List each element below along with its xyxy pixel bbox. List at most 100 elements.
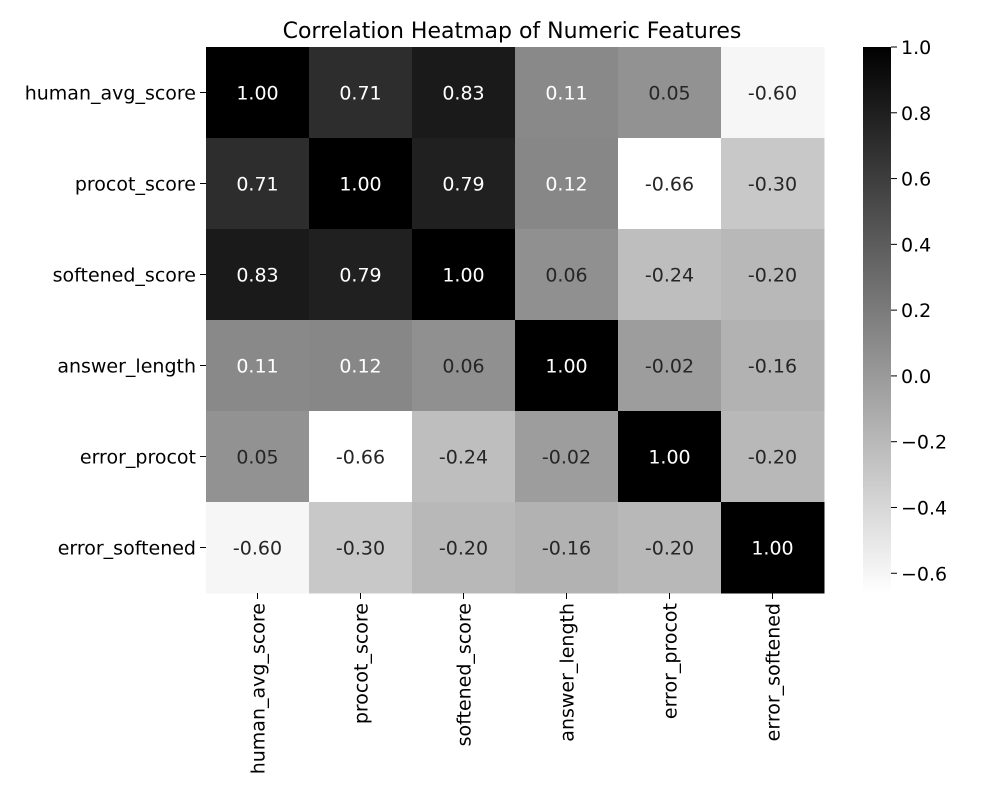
cell-value-label: 0.11 [545,83,587,105]
heatmap-cell [721,138,825,230]
y-tick-label: answer_length [57,356,196,378]
cell-value-label: 0.83 [442,83,484,105]
heatmap-cell [412,47,516,139]
cell-value-label: 0.79 [339,265,381,287]
cell-value-label: 1.00 [442,265,484,287]
cell-value-label: 0.06 [442,356,484,378]
cell-value-label: -0.20 [439,538,488,560]
heatmap-cell [206,411,310,503]
cell-value-label: -0.24 [439,447,488,469]
cell-value-label: 0.12 [545,174,587,196]
cell-value-label: -0.02 [645,356,694,378]
cell-value-label: 0.06 [545,265,587,287]
cell-value-label: -0.02 [542,447,591,469]
cell-value-label: 0.71 [236,174,278,196]
x-tick-label: error_softened [763,603,785,741]
heatmap-cell [206,502,310,594]
heatmap-cell [412,320,516,412]
cell-value-label: 1.00 [751,538,793,560]
heatmap-cell [515,138,619,230]
cell-value-label: 1.00 [648,447,690,469]
x-tick-label: error_procot [660,603,682,719]
cell-value-label: -0.24 [645,265,694,287]
heatmap-cell [309,47,413,139]
cell-value-label: 0.79 [442,174,484,196]
heatmap-cell [721,229,825,321]
heatmap-cell [206,138,310,230]
heatmap-cell [206,229,310,321]
cell-value-label: -0.20 [748,447,797,469]
heatmap-cell [515,47,619,139]
colorbar-tick-label: −0.2 [901,432,947,454]
cell-value-label: -0.30 [748,174,797,196]
x-tick-labels: human_avg_score procot_score softened_scor… [248,593,785,774]
heatmap-cell [721,502,825,594]
heatmap-cell [412,502,516,594]
heatmap-cell [515,320,619,412]
cell-value-label: 1.00 [236,83,278,105]
colorbar-gradient [863,47,891,593]
y-tick-label: human_avg_score [25,83,196,105]
heatmap-cell [206,47,310,139]
x-tick-label: softened_score [454,603,476,746]
cell-value-label: 0.05 [236,447,278,469]
heatmap-cell [721,411,825,503]
colorbar-tick-label: −0.6 [901,563,947,585]
colorbar-tick-label: 0.2 [901,300,931,322]
heatmap-cell [721,47,825,139]
y-tick-label: procot_score [75,174,196,196]
cell-value-label: -0.16 [748,356,797,378]
cell-value-label: -0.30 [336,538,385,560]
colorbar-tick-label: 0.8 [901,103,931,125]
cell-value-label: 0.12 [339,356,381,378]
heatmap-cell [412,138,516,230]
heatmap-cell [206,320,310,412]
heatmap-cell [618,229,722,321]
x-tick-label: human_avg_score [248,603,270,774]
heatmap-cell [412,229,516,321]
heatmap-cell [618,411,722,503]
x-tick-label: procot_score [351,603,373,724]
cell-value-label: 1.00 [545,356,587,378]
heatmap-cell [309,138,413,230]
cell-value-label: 0.05 [648,83,690,105]
cell-value-label: -0.16 [542,538,591,560]
heatmap-cell [618,320,722,412]
y-tick-label: error_softened [58,538,196,560]
cell-value-label: 1.00 [339,174,381,196]
colorbar-tick-label: 1.0 [901,37,931,59]
colorbar-tick-label: 0.0 [901,366,931,388]
heatmap-cell [412,411,516,503]
heatmap-cell [721,320,825,412]
cell-value-label: -0.66 [336,447,385,469]
cell-value-label: 0.83 [236,265,278,287]
y-tick-label: error_procot [80,447,196,469]
cell-value-label: 0.71 [339,83,381,105]
x-tick-label: answer_length [557,603,579,742]
colorbar-tick-label: 0.4 [901,234,931,256]
colorbar: 1.0 0.8 0.6 0.4 0.2 0.0 −0.2 −0.4 −0.6 [863,37,947,593]
heatmap-cells: 1.00 0.71 0.83 0.11 0.05 -0.60 0.71 1.00 0.79 0.1… [206,47,825,594]
heatmap-cell [309,411,413,503]
heatmap-cell [309,502,413,594]
cell-value-label: -0.66 [645,174,694,196]
cell-value-label: -0.60 [748,83,797,105]
heatmap-cell [515,411,619,503]
colorbar-tick-label: −0.4 [901,497,947,519]
y-tick-labels: human_avg_score procot_score softened_scor… [25,83,206,560]
colorbar-tick-label: 0.6 [901,169,931,191]
chart-title: Correlation Heatmap of Numeric Features [283,19,742,44]
heatmap-cell [515,229,619,321]
cell-value-label: -0.20 [748,265,797,287]
cell-value-label: 0.11 [236,356,278,378]
heatmap-cell [309,229,413,321]
heatmap-cell [618,47,722,139]
y-tick-label: softened_score [53,265,196,287]
heatmap-cell [309,320,413,412]
heatmap-cell [618,502,722,594]
heatmap-cell [618,138,722,230]
cell-value-label: -0.60 [233,538,282,560]
heatmap-cell [515,502,619,594]
